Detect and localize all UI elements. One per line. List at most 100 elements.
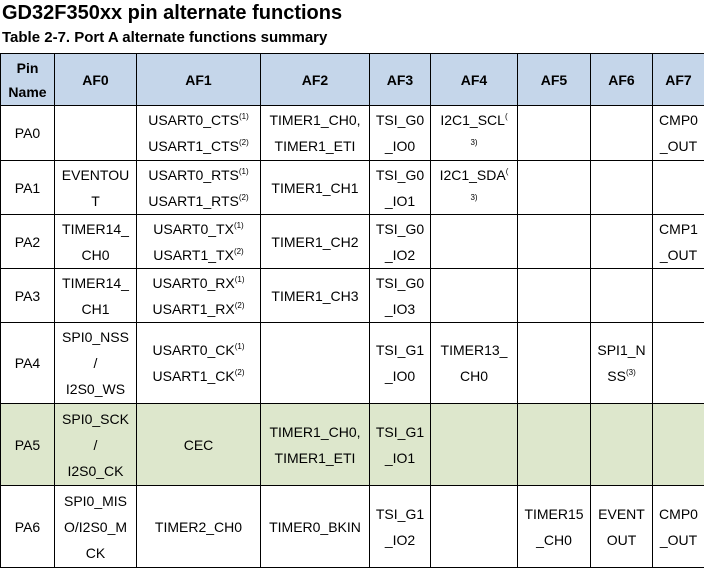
cell-text: TIMER0_BKIN xyxy=(269,518,361,535)
cell-text: CMP0 xyxy=(659,505,698,522)
footnote-marker: (3) xyxy=(625,368,636,377)
cell-text: I2S0_CK xyxy=(67,462,124,479)
af6-cell xyxy=(590,268,653,323)
af7-cell: CMP0 _OUT xyxy=(652,485,704,568)
cell-line: TIMER1_CH1 xyxy=(262,175,369,201)
cell-line: EVENTOU xyxy=(56,162,136,188)
af2-cell: TIMER1_CH0, TIMER1_ETI xyxy=(260,105,370,161)
cell-line: SPI0_SCK xyxy=(56,406,136,432)
af7-cell: CMP0 _OUT xyxy=(652,105,704,161)
table-header-row: Pin Name AF0 AF1 AF2 AF3 AF4 AF5 AF6 AF7 xyxy=(0,53,704,106)
cell-line: TIMER0_BKIN xyxy=(262,514,369,540)
cell-line: TSI_G0 xyxy=(371,107,430,133)
cell-line: TIMER13_ xyxy=(432,337,517,363)
header-pin-line-1: Pin xyxy=(16,59,39,76)
cell-line: _IO1 xyxy=(371,188,430,214)
af7-cell xyxy=(652,322,704,404)
cell-text: EVENTOU xyxy=(61,166,130,183)
cell-line: SPI0_MIS xyxy=(56,488,136,514)
cell-line: T xyxy=(56,188,136,214)
af1-cell: USART0_RX(1) USART1_RX(2) xyxy=(136,268,261,323)
table-row: PA1 EVENTOU T USART0_RTS(1) USART1_RTS(2) TIM… xyxy=(0,160,704,215)
header-af5: AF5 xyxy=(517,53,591,106)
af0-cell: SPI0_NSS / I2S0_WS xyxy=(54,322,137,404)
header-af1: AF1 xyxy=(136,53,261,106)
af3-cell: TSI_G1 _IO0 xyxy=(369,322,431,404)
cell-text: USART0_RX xyxy=(152,274,235,291)
cell-line: TIMER1_CH0, xyxy=(262,107,369,133)
table-body: PA0 USART0_CTS(1) USART1_CTS(2) TIMER1_CH0,… xyxy=(0,105,704,568)
cell-line: USART1_CTS(2) xyxy=(138,133,260,159)
cell-line: CMP0 xyxy=(654,107,704,133)
header-pin-name: Pin Name xyxy=(0,53,55,106)
footnote-marker: 3) xyxy=(470,192,478,202)
af2-cell: TIMER1_CH0, TIMER1_ETI xyxy=(260,403,370,486)
af4-cell xyxy=(430,268,518,323)
af3-cell: TSI_G0 _IO1 xyxy=(369,160,431,215)
cell-line: _IO2 xyxy=(371,527,430,553)
cell-line: CMP0 xyxy=(654,501,704,527)
cell-text: USART1_CTS xyxy=(148,138,239,154)
cell-text: TIMER13_ xyxy=(440,342,508,358)
cell-text: _IO0 xyxy=(384,138,416,154)
cell-line: I2C1_SDA( xyxy=(432,162,517,188)
pin-name-cell: PA6 xyxy=(0,485,55,568)
cell-text: USART0_CK xyxy=(152,342,235,358)
cell-text: USART1_TX xyxy=(153,246,234,263)
cell-line: _OUT xyxy=(654,527,704,553)
footnote-marker: (2) xyxy=(238,192,249,202)
cell-text: SPI1_N xyxy=(597,342,646,358)
cell-text: USART0_CTS xyxy=(148,112,239,128)
af4-cell: I2C1_SCL(3) xyxy=(430,105,518,161)
cell-line: CEC xyxy=(138,432,260,458)
af6-cell xyxy=(590,403,653,486)
table-row: PA0 USART0_CTS(1) USART1_CTS(2) TIMER1_CH0,… xyxy=(0,105,704,161)
af4-cell: I2C1_SDA( 3) xyxy=(430,160,518,215)
af4-cell xyxy=(430,485,518,568)
footnote-marker: (1) xyxy=(238,166,249,176)
af0-cell: TIMER14_ CH1 xyxy=(54,268,137,323)
cell-line: TIMER14_ xyxy=(56,270,136,296)
cell-line: TSI_G0 xyxy=(371,216,430,242)
cell-line: TSI_G1 xyxy=(371,501,430,527)
cell-text: CK xyxy=(85,544,106,561)
cell-line: _OUT xyxy=(654,242,704,268)
table-row: PA2 TIMER14_ CH0 USART0_TX(1) USART1_TX(2) TI… xyxy=(0,214,704,269)
cell-line: USART0_CK(1) xyxy=(138,337,260,363)
af0-cell: TIMER14_ CH0 xyxy=(54,214,137,269)
cell-text: TSI_G0 xyxy=(375,274,425,291)
cell-text: TIMER1_CH0, xyxy=(269,112,361,128)
af5-cell xyxy=(517,268,591,323)
table-row: PA5 SPI0_SCK / I2S0_CK CEC TIMER1_CH0, TIMER1_… xyxy=(0,403,704,486)
pin-name-cell: PA2 xyxy=(0,214,55,269)
cell-text: EVENT xyxy=(598,505,645,522)
af2-cell: TIMER1_CH2 xyxy=(260,214,370,269)
cell-text: TIMER1_ETI xyxy=(274,449,356,466)
cell-line: TIMER1_ETI xyxy=(262,445,369,471)
footnote-marker: (1) xyxy=(234,274,245,284)
cell-line: TIMER1_CH3 xyxy=(262,283,369,309)
cell-line: USART0_RTS(1) xyxy=(138,162,260,188)
af5-cell xyxy=(517,403,591,486)
cell-line: USART1_RX(2) xyxy=(138,296,260,322)
af0-cell: SPI0_MIS O/I2S0_M CK xyxy=(54,485,137,568)
af1-cell: USART0_RTS(1) USART1_RTS(2) xyxy=(136,160,261,215)
footnote-marker: (2) xyxy=(239,138,249,147)
footnote-marker: ( xyxy=(504,112,508,121)
footnote-marker: (2) xyxy=(233,246,244,256)
af3-cell: TSI_G0 _IO0 xyxy=(369,105,431,161)
cell-line: TIMER1_CH0, xyxy=(262,419,369,445)
af5-cell xyxy=(517,214,591,269)
cell-line: CH0 xyxy=(56,242,136,268)
af5-cell xyxy=(517,160,591,215)
table-caption: Table 2-7. Port A alternate functions su… xyxy=(2,29,328,46)
af5-cell: TIMER15 _CH0 xyxy=(517,485,591,568)
cell-text: T xyxy=(91,192,100,209)
cell-text: / xyxy=(93,436,98,453)
cell-text: _IO2 xyxy=(384,246,416,263)
cell-text: TIMER1_CH0, xyxy=(269,423,361,440)
af1-cell: USART0_CK(1) USART1_CK(2) xyxy=(136,322,261,404)
cell-text: TIMER1_ETI xyxy=(274,138,356,154)
af4-cell: TIMER13_ CH0 xyxy=(430,322,518,404)
cell-line: _OUT xyxy=(654,133,704,159)
